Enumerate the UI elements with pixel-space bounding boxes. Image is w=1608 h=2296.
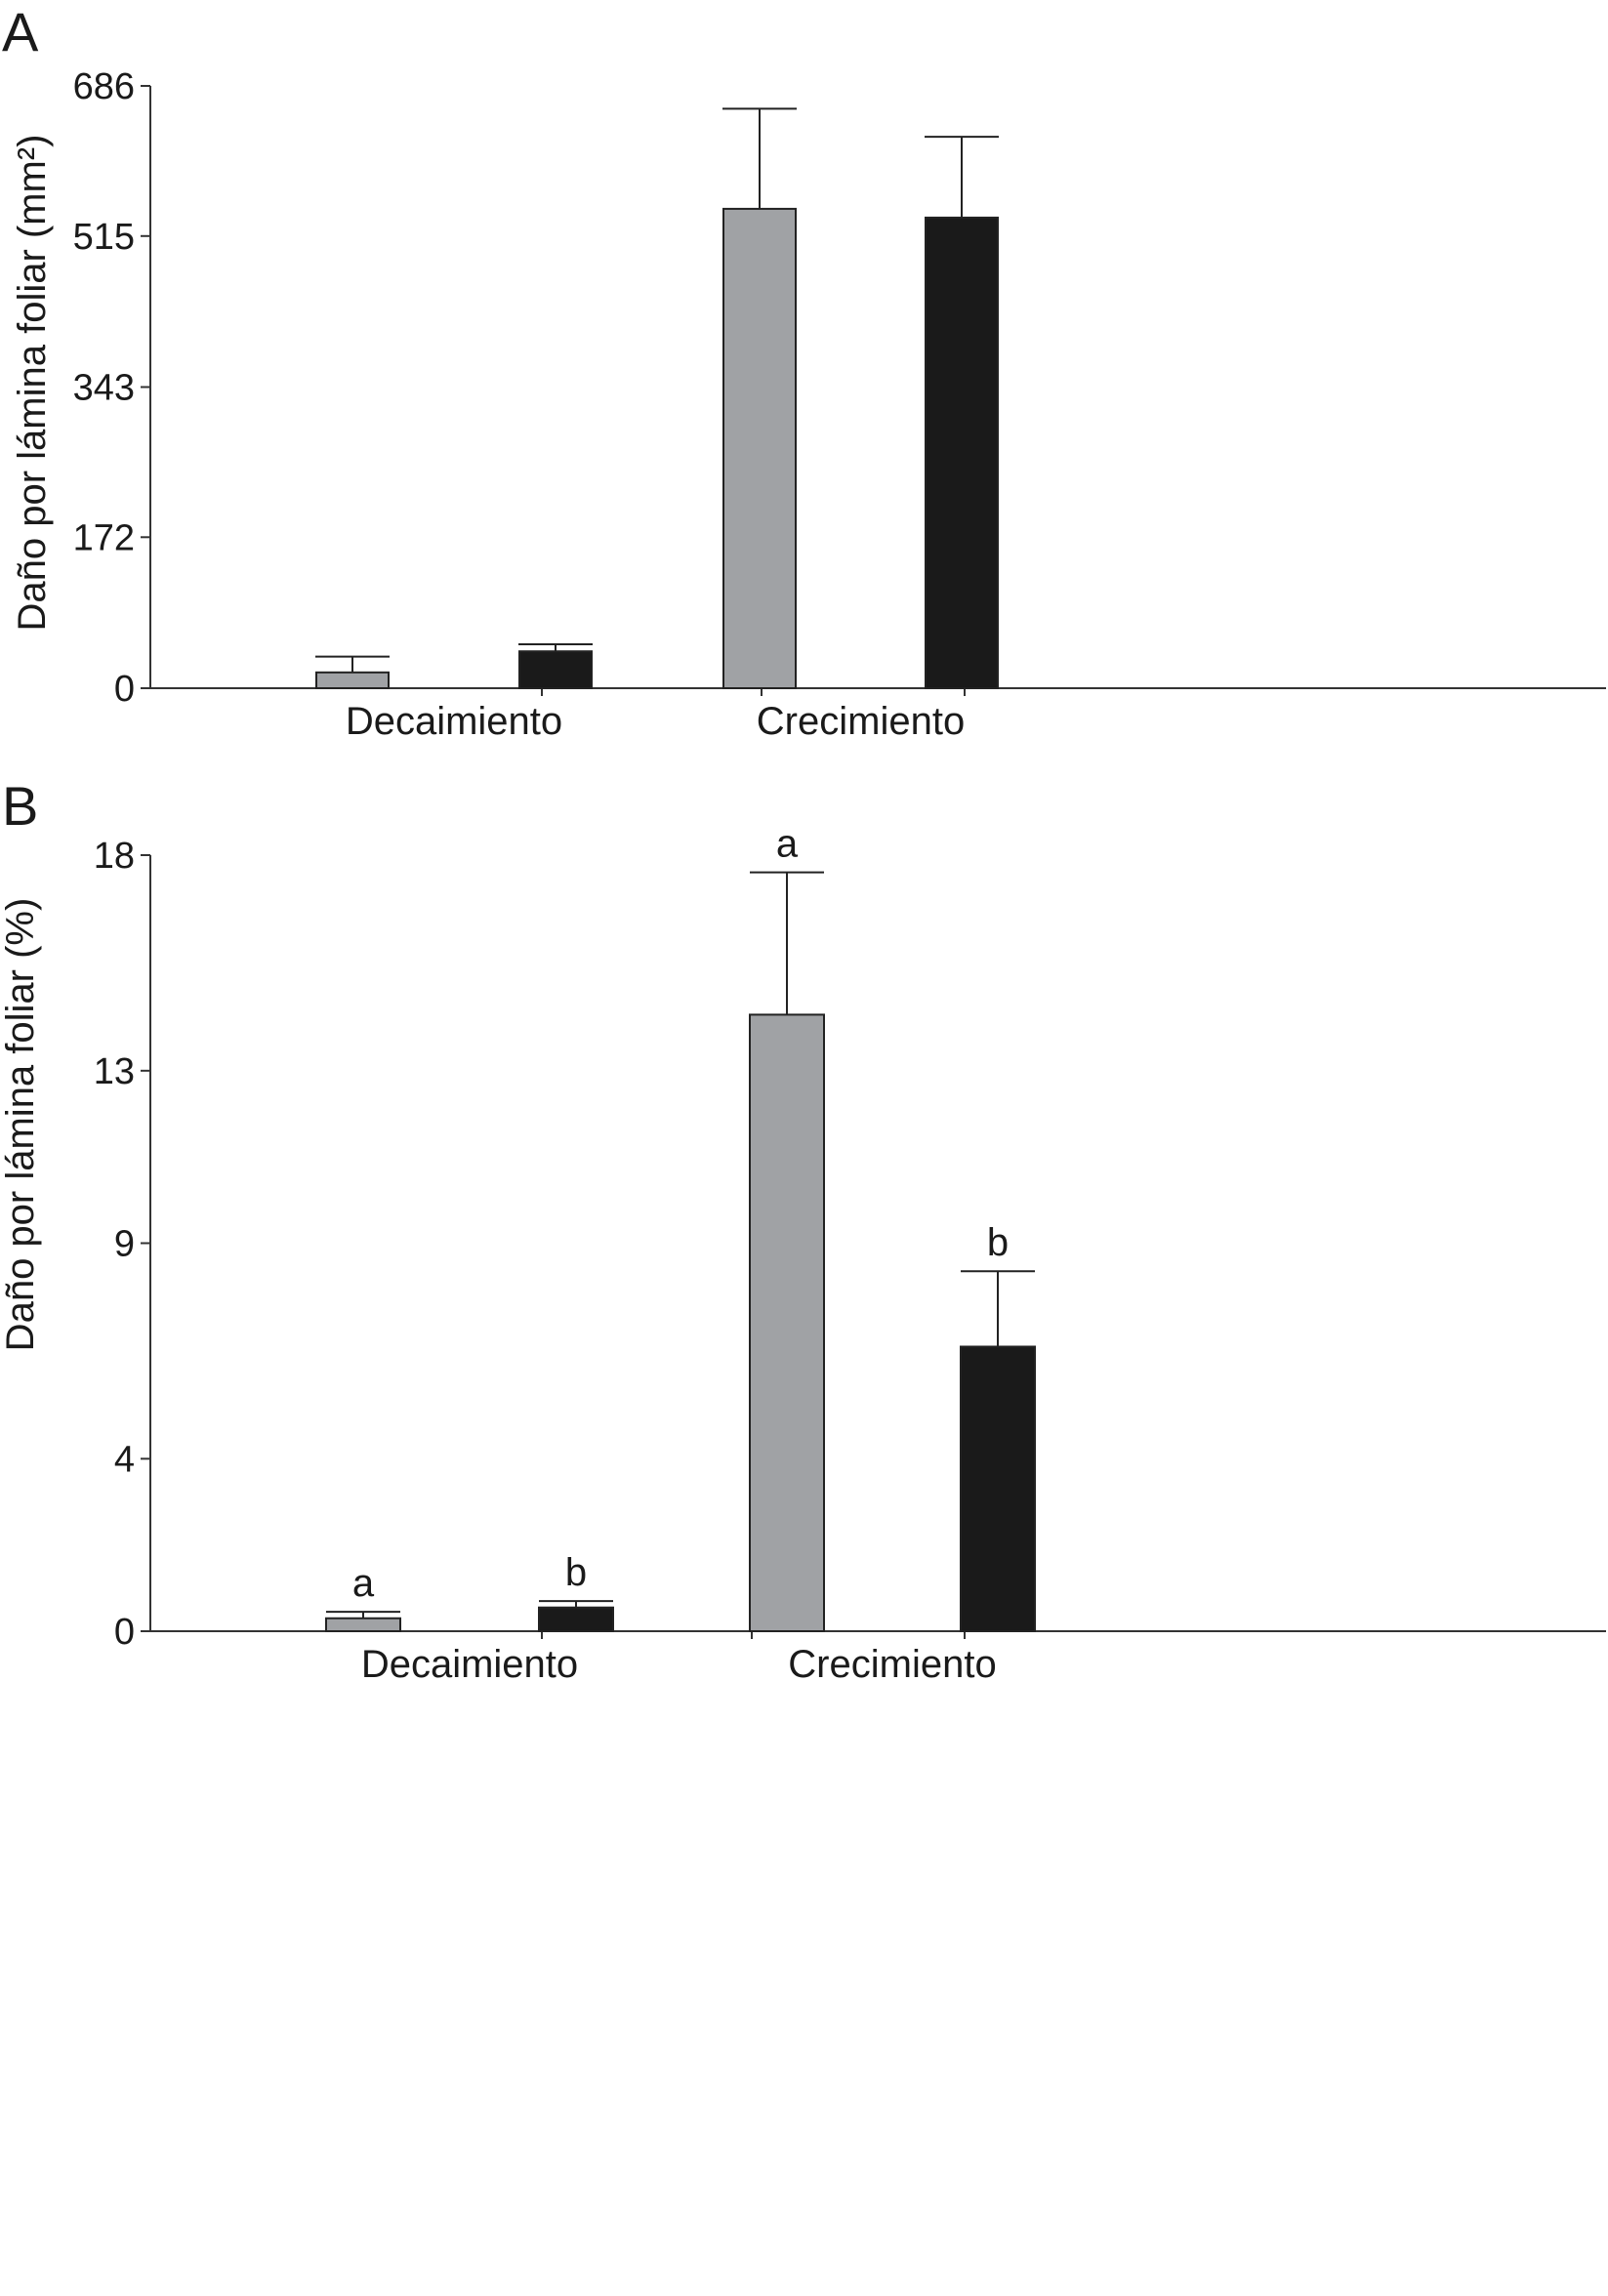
bar (749, 1013, 825, 1632)
panel-label: B (2, 775, 38, 837)
bar (518, 650, 593, 689)
significance-label: b (987, 1221, 1009, 1264)
significance-label: a (776, 823, 799, 866)
bar (325, 1617, 401, 1632)
panel-label: A (2, 1, 39, 62)
y-tick-label: 18 (94, 836, 135, 877)
significance-label: b (565, 1551, 587, 1594)
y-tick-label: 343 (73, 368, 135, 409)
bar (960, 1345, 1036, 1632)
category-label: Crecimiento (757, 700, 965, 743)
significance-label: a (352, 1562, 375, 1605)
y-tick-label: 4 (114, 1439, 135, 1480)
y-axis-title: Daño por lámina foliar (mm²) (11, 134, 54, 631)
category-label: Decaimiento (346, 700, 562, 743)
y-tick-label: 0 (114, 669, 135, 710)
bar (315, 671, 390, 689)
y-tick-label: 0 (114, 1612, 135, 1653)
y-tick-label: 9 (114, 1224, 135, 1265)
y-tick-label: 172 (73, 517, 135, 558)
category-label: Crecimiento (788, 1643, 996, 1686)
y-tick-label: 686 (73, 66, 135, 107)
bar (538, 1606, 614, 1633)
bar (925, 216, 999, 689)
y-tick-label: 13 (94, 1051, 135, 1092)
y-axis-title: Daño por lámina foliar (%) (0, 898, 42, 1352)
bar (722, 207, 797, 689)
category-label: Decaimiento (361, 1643, 578, 1686)
y-tick-label: 515 (73, 217, 135, 258)
